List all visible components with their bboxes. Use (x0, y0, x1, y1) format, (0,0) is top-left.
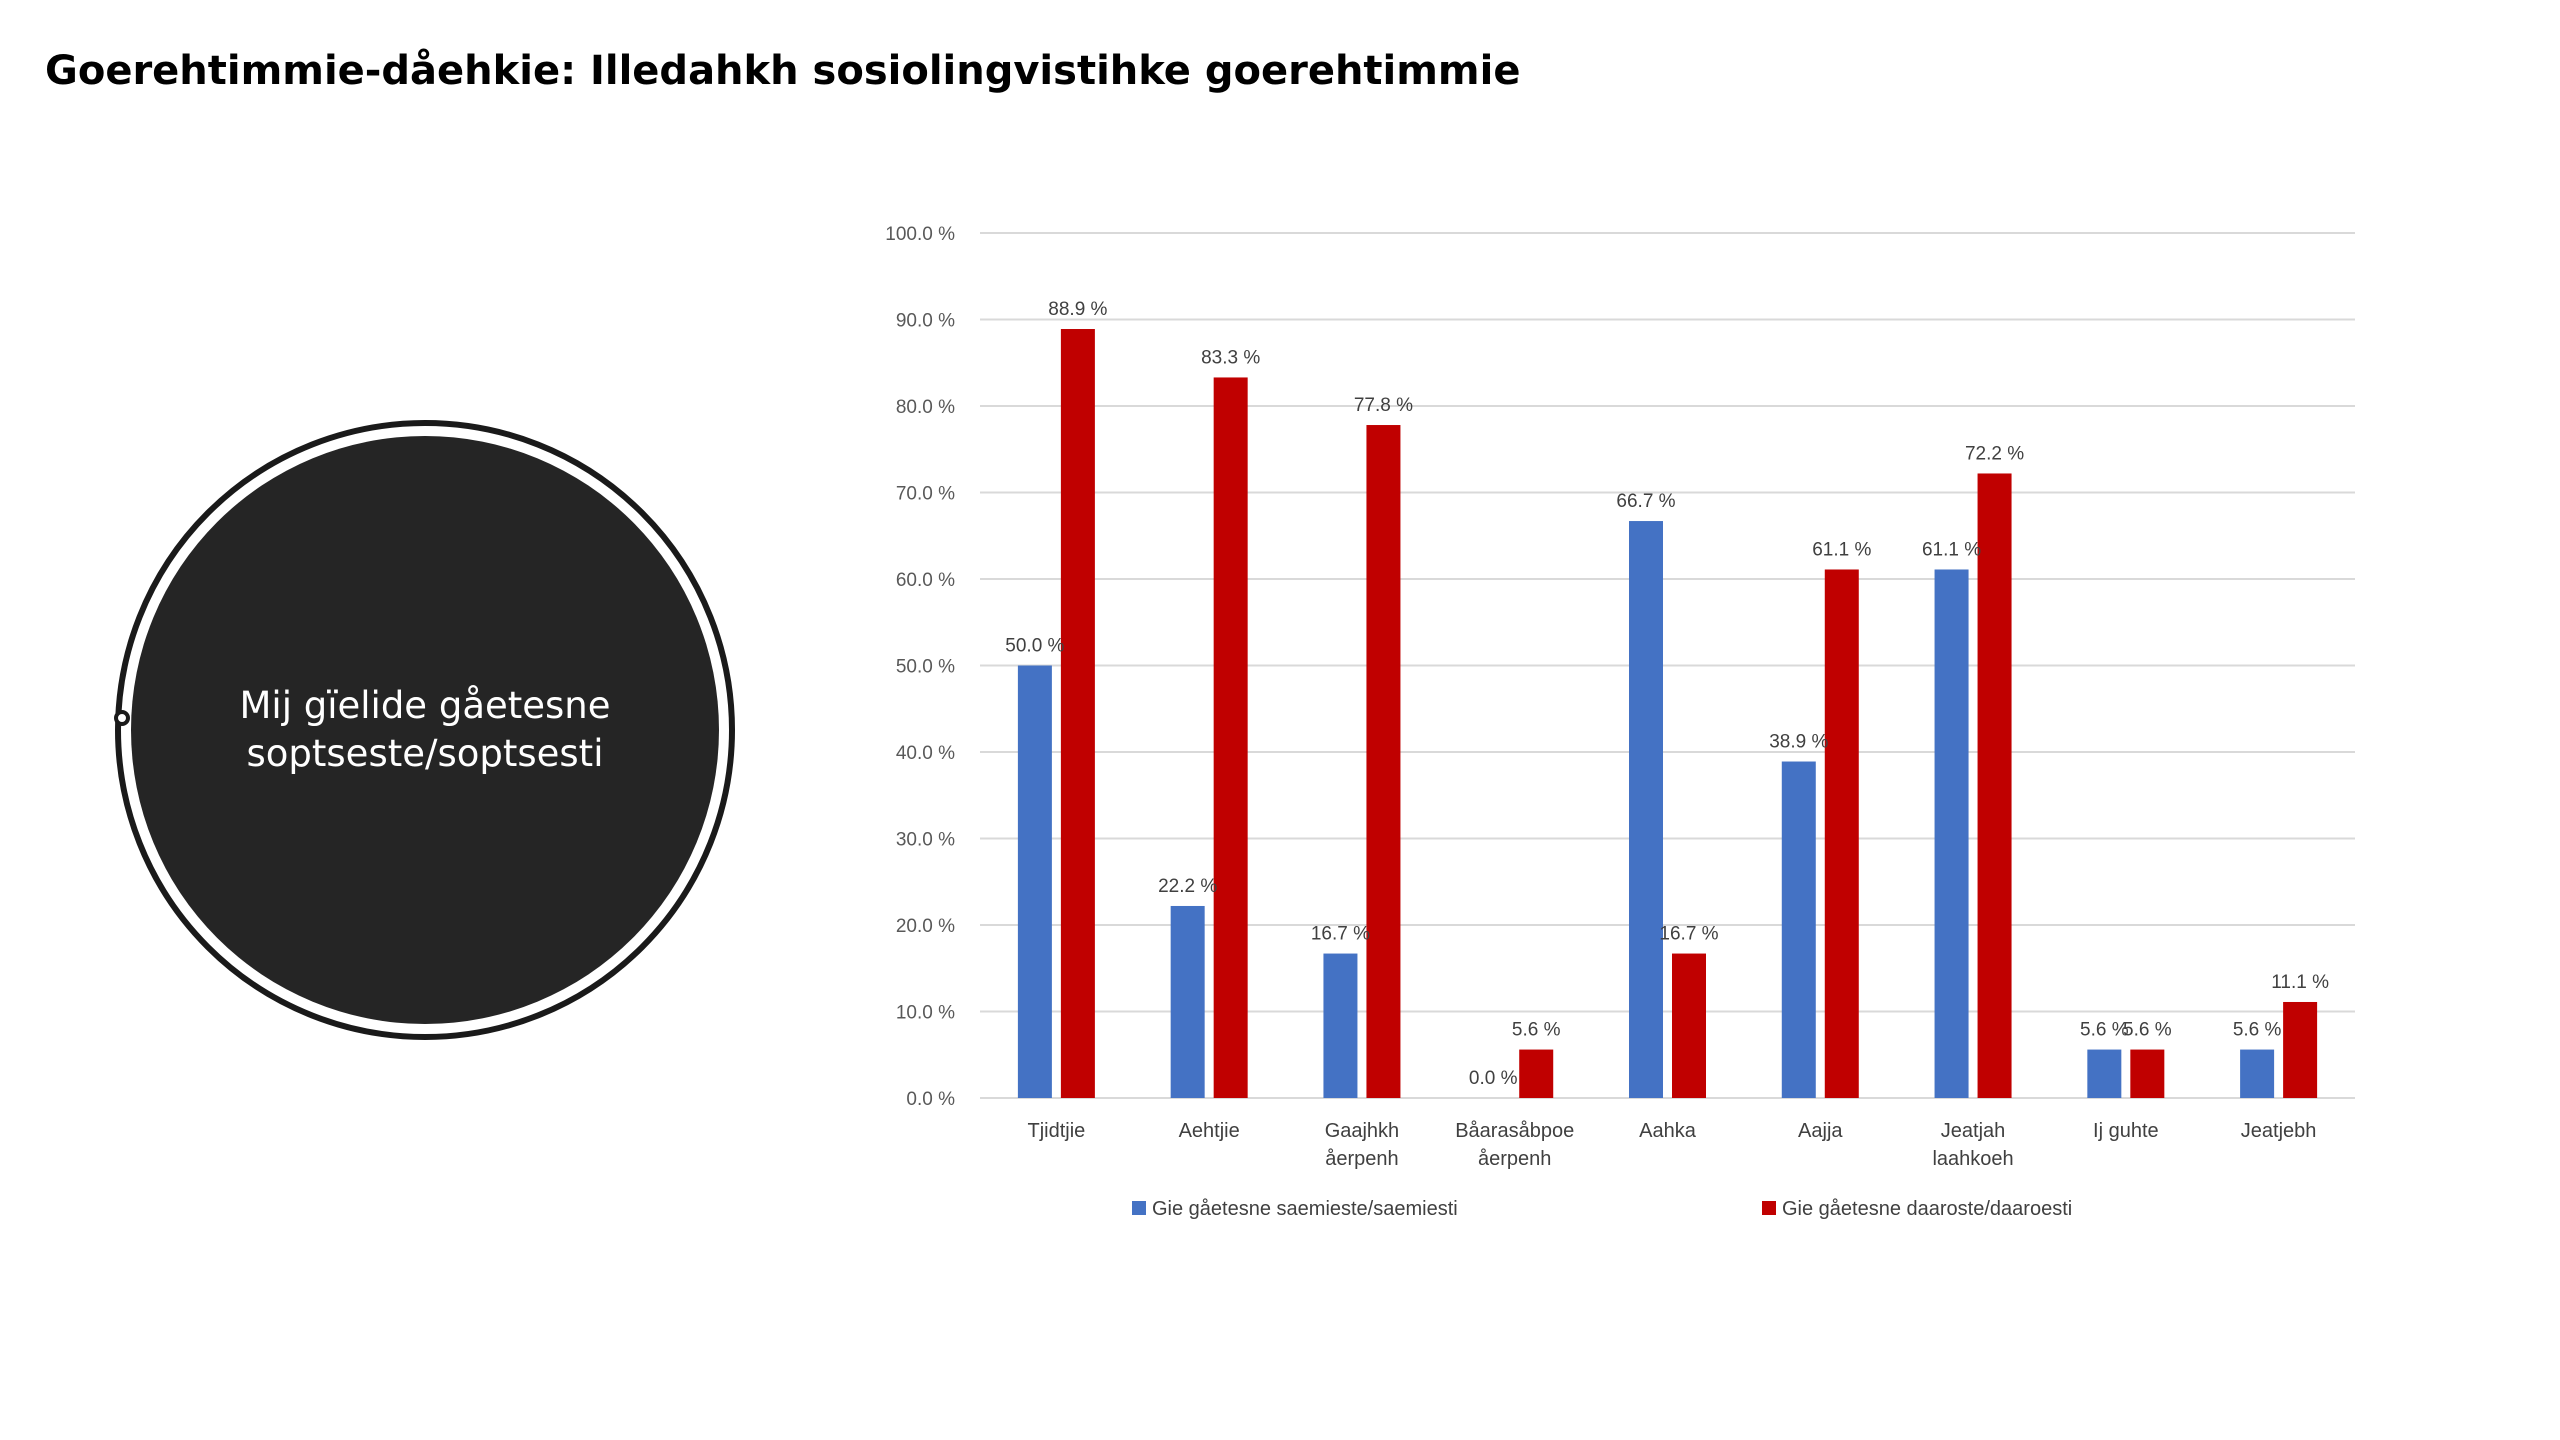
data-label: 72.2 % (1965, 443, 2024, 464)
bar (1977, 473, 2012, 1099)
slide-title: Goerehtimmie-dåehkie: Illedahkh sosiolin… (45, 48, 1521, 94)
data-label: 5.6 % (1512, 1020, 1561, 1041)
chart-legend: Gie gåetesne saemieste/saemiesti Gie gået… (1132, 1198, 2072, 1220)
bar (1017, 665, 1052, 1098)
bar (1170, 905, 1205, 1098)
category-label: åerpenh (1478, 1148, 1551, 1170)
bar (1781, 761, 1816, 1098)
category-label: Jeatjebh (2241, 1120, 2317, 1142)
y-tick-label: 70.0 % (896, 484, 955, 505)
data-label: 83.3 % (1201, 347, 1260, 368)
category-label: Aajja (1798, 1120, 1843, 1142)
category-label: laahkoeh (1932, 1148, 2013, 1170)
data-label: 61.1 % (1922, 539, 1981, 560)
data-label: 11.1 % (2271, 972, 2329, 993)
category-label: Gaajhkh (1325, 1120, 1400, 1142)
legend-label: Gie gåetesne saemieste/saemiesti (1152, 1198, 1458, 1220)
category-label: Jeatjah (1941, 1120, 2006, 1142)
circle-connector-dot (114, 710, 130, 726)
bar (1323, 953, 1358, 1098)
chart-bars (1017, 329, 2318, 1099)
data-label: 66.7 % (1616, 491, 1675, 512)
bar (1060, 329, 1095, 1098)
bar (1366, 425, 1401, 1098)
bar (1519, 1049, 1554, 1098)
data-label: 0.0 % (1469, 1068, 1518, 1089)
bar (1934, 569, 1969, 1098)
legend-label: Gie gåetesne daaroste/daaroesti (1782, 1198, 2072, 1220)
data-label: 61.1 % (1812, 539, 1871, 560)
data-label: 5.6 % (2233, 1020, 2282, 1041)
data-label: 16.7 % (1659, 924, 1718, 945)
legend-swatch (1762, 1201, 1776, 1215)
category-label: Båarasåbpoe (1455, 1120, 1574, 1142)
y-tick-label: 10.0 % (896, 1003, 955, 1024)
bar (1672, 953, 1706, 1098)
data-label: 50.0 % (1005, 636, 1064, 657)
data-label: 16.7 % (1311, 924, 1370, 945)
topic-circle-fill: Mij gïelide gåetesne soptseste/soptsesti (131, 436, 719, 1024)
category-label: åerpenh (1325, 1148, 1398, 1170)
bar (1629, 521, 1663, 1098)
bar (2240, 1049, 2275, 1098)
data-label: 5.6 % (2080, 1020, 2129, 1041)
y-tick-label: 40.0 % (896, 743, 955, 764)
category-label: Ij guhte (2093, 1120, 2159, 1142)
data-label: 5.6 % (2123, 1020, 2172, 1041)
data-label: 38.9 % (1769, 732, 1828, 753)
data-label: 22.2 % (1158, 876, 1217, 897)
y-tick-label: 100.0 % (885, 224, 955, 245)
legend-swatch (1132, 1201, 1146, 1215)
y-tick-label: 90.0 % (896, 311, 955, 332)
y-tick-label: 0.0 % (906, 1089, 955, 1110)
topic-circle: Mij gïelide gåetesne soptseste/soptsesti (115, 420, 735, 1040)
data-label: 77.8 % (1354, 395, 1413, 416)
topic-circle-text: Mij gïelide gåetesne soptseste/soptsesti (239, 684, 611, 775)
bar (2087, 1049, 2122, 1098)
bar (1213, 377, 1248, 1099)
y-tick-label: 30.0 % (896, 830, 955, 851)
chart-gridlines: 0.0 % 10.0 % 20.0 % 30.0 % 40.0 % 50.0 % 60.0 … (885, 224, 2355, 1110)
y-tick-label: 20.0 % (896, 916, 955, 937)
chart-data-labels: 50.0 % 22.2 % 16.7 % 0.0 % 66.7 % 38.9 % 61.1 … (1005, 299, 2329, 1089)
category-label: Aahka (1639, 1120, 1697, 1142)
bar (2130, 1049, 2165, 1098)
y-tick-label: 60.0 % (896, 570, 955, 591)
category-label: Tjidtjie (1027, 1120, 1085, 1142)
bar (1824, 569, 1859, 1098)
y-tick-label: 50.0 % (896, 657, 955, 678)
data-label: 88.9 % (1048, 299, 1107, 320)
chart-category-labels: Tjidtjie Aehtjie Gaajhkh åerpenh Båarasåbpoe… (1027, 1120, 2316, 1170)
bar (2283, 1001, 2318, 1098)
y-tick-label: 80.0 % (896, 397, 955, 418)
category-label: Aehtjie (1179, 1120, 1240, 1142)
